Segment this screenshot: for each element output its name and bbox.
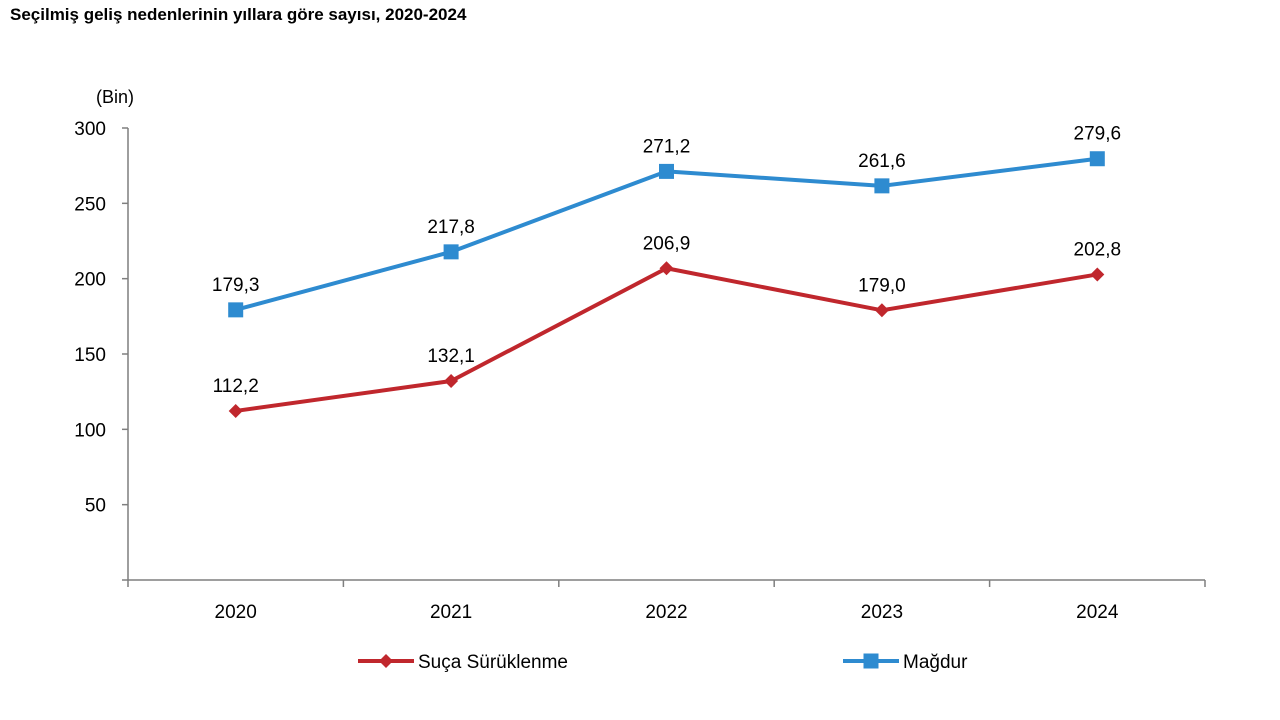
data-label-suca-suruklenme: 206,9: [643, 233, 691, 254]
legend-label: Suça Sürüklenme: [418, 652, 568, 673]
legend-swatch-marker: [863, 653, 879, 669]
x-tick-label: 2020: [215, 602, 257, 623]
series-suca-suruklenme: [228, 261, 1105, 418]
data-point-magdur: [228, 302, 244, 318]
data-label-magdur: 179,3: [212, 275, 260, 296]
data-point-magdur: [443, 244, 459, 260]
x-tick-label: 2021: [430, 602, 472, 623]
legend-swatch-marker: [379, 654, 393, 668]
data-point-magdur: [659, 163, 674, 179]
data-point-suca-suruklenme: [659, 261, 674, 276]
chart-legend: Suça Sürüklenme Mağdur: [358, 652, 968, 673]
y-tick-label: 50: [85, 496, 106, 517]
data-label-magdur: 271,2: [643, 136, 691, 157]
data-point-suca-suruklenme: [1090, 267, 1105, 282]
data-point-suca-suruklenme: [228, 403, 243, 418]
data-point-suca-suruklenme: [444, 373, 459, 388]
data-point-magdur: [874, 178, 890, 194]
legend-label: Mağdur: [903, 652, 968, 673]
data-point-magdur: [1089, 151, 1105, 167]
series-magdur: [228, 151, 1105, 318]
x-tick-label: 2022: [645, 602, 687, 623]
data-label-magdur: 279,6: [1074, 124, 1122, 145]
data-label-magdur: 261,6: [858, 151, 906, 172]
legend-item-suca-suruklenme: Suça Sürüklenme: [358, 652, 568, 673]
y-unit-label: (Bin): [96, 87, 134, 107]
data-label-suca-suruklenme: 202,8: [1074, 239, 1122, 260]
y-tick-label: 200: [74, 270, 106, 291]
x-tick-label: 2023: [861, 602, 903, 623]
y-tick-label: 250: [74, 194, 106, 215]
data-label-magdur: 217,8: [427, 217, 475, 238]
data-label-suca-suruklenme: 112,2: [213, 376, 259, 397]
chart-title: Seçilmiş geliş nedenlerinin yıllara göre…: [10, 5, 467, 24]
y-tick-label: 100: [74, 420, 106, 441]
data-labels-layer: 112,2 132,1 206,9 179,0 202,8 179,3 217,8 271,2…: [212, 124, 1121, 397]
x-tick-label: 2024: [1076, 602, 1119, 623]
data-label-suca-suruklenme: 132,1: [427, 346, 475, 367]
series-layer: [228, 151, 1105, 418]
y-tick-label: 300: [74, 119, 106, 140]
chart-axes: 50 100 150 200 250 300 (Bin) 2020 2021 2022 2023 20…: [74, 87, 1206, 623]
legend-item-magdur: Mağdur: [843, 652, 968, 673]
y-tick-label: 150: [74, 345, 106, 366]
data-label-suca-suruklenme: 179,0: [858, 275, 906, 296]
series-line-suca-suruklenme: [235, 266, 1098, 413]
data-point-suca-suruklenme: [874, 303, 889, 318]
